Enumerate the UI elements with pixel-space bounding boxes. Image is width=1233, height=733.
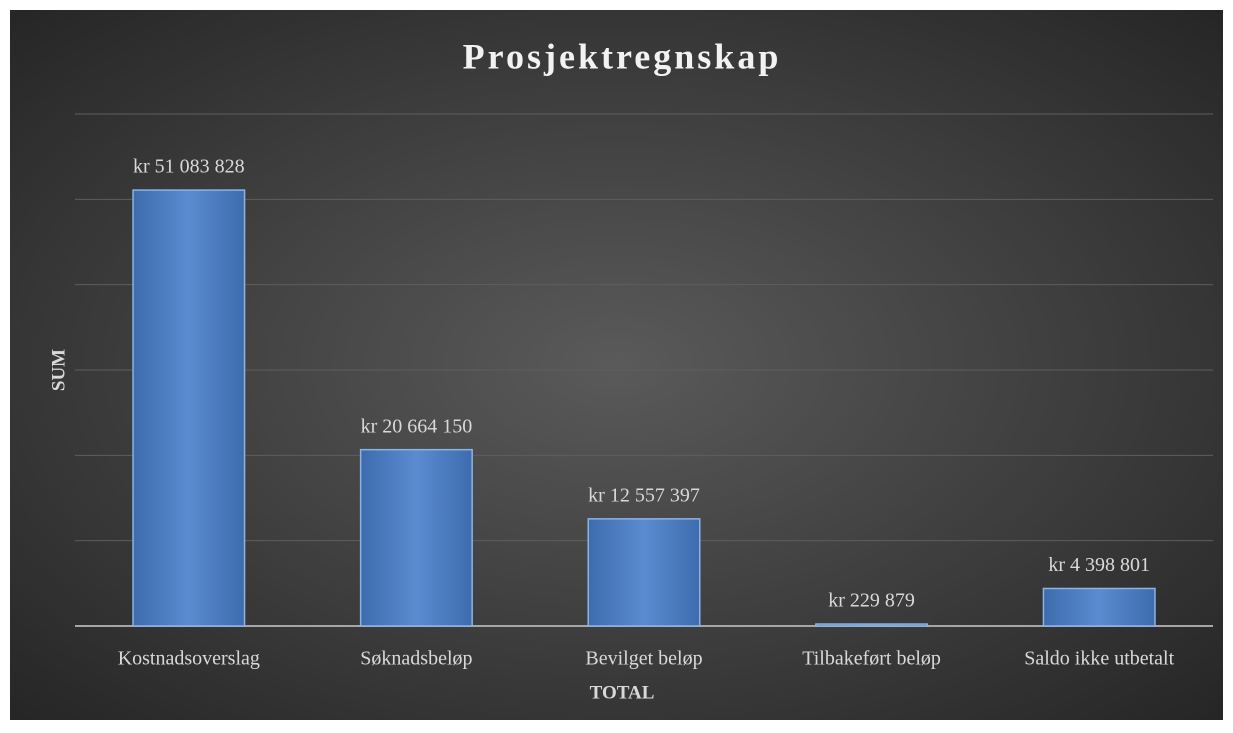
data-label: kr 20 664 150 xyxy=(361,415,473,437)
x-tick-label: Søknadsbeløp xyxy=(360,648,472,670)
x-tick-label: Bevilget beløp xyxy=(585,648,702,670)
data-label: kr 51 083 828 xyxy=(133,156,245,178)
bar xyxy=(132,189,246,627)
bar xyxy=(587,518,701,627)
bar xyxy=(359,448,473,627)
x-tick-label: Saldo ikke utbetalt xyxy=(1024,648,1174,670)
x-axis-title: TOTAL xyxy=(590,682,655,703)
bar xyxy=(815,623,929,627)
y-axis-title: SUM xyxy=(48,349,69,391)
x-tick-label: Kostnadsoverslag xyxy=(118,648,260,670)
data-label: kr 229 879 xyxy=(828,590,915,612)
chart-title: Prosjektregnskap xyxy=(463,36,782,76)
data-label: kr 12 557 397 xyxy=(588,484,700,506)
bar xyxy=(1042,587,1156,627)
x-tick-label: Tilbakeført beløp xyxy=(802,648,941,670)
data-label: kr 4 398 801 xyxy=(1048,554,1150,576)
